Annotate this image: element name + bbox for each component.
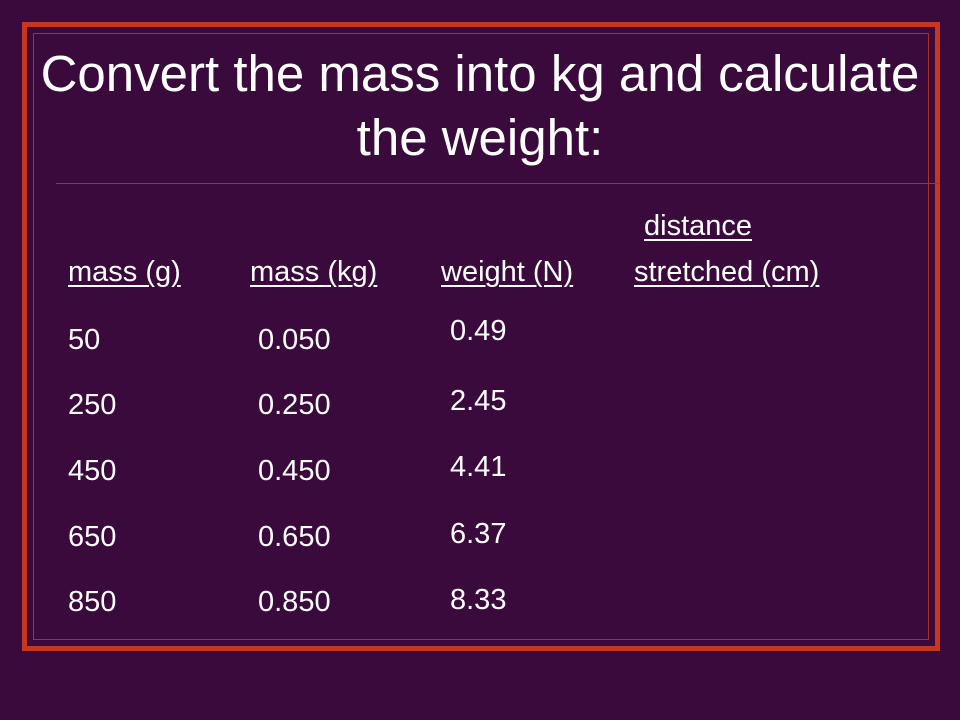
slide-frame-inner <box>33 33 929 640</box>
title-divider <box>56 183 940 184</box>
header-distance-line2: stretched (cm) <box>634 256 820 288</box>
cell-mass-kg: 0.850 <box>258 586 331 618</box>
header-mass-kg: mass (kg) <box>250 256 378 288</box>
cell-mass-kg: 0.650 <box>258 521 331 553</box>
cell-mass-kg: 0.050 <box>258 324 331 356</box>
cell-weight-n: 0.49 <box>450 315 507 347</box>
cell-mass-kg: 0.450 <box>258 455 331 487</box>
cell-mass-g: 650 <box>68 521 117 553</box>
cell-mass-g: 450 <box>68 455 117 487</box>
cell-weight-n: 4.41 <box>450 451 507 483</box>
header-weight-n: weight (N) <box>441 256 574 288</box>
slide-frame-outer <box>22 22 940 651</box>
cell-weight-n: 8.33 <box>450 584 507 616</box>
header-mass-g: mass (g) <box>68 256 181 288</box>
header-distance-line1: distance <box>644 210 753 242</box>
cell-mass-g: 250 <box>68 389 117 421</box>
cell-mass-g: 50 <box>68 324 101 356</box>
cell-weight-n: 6.37 <box>450 518 507 550</box>
slide-title: Convert the mass into kg and calculate t… <box>40 45 920 166</box>
cell-mass-kg: 0.250 <box>258 389 331 421</box>
cell-weight-n: 2.45 <box>450 385 507 417</box>
cell-mass-g: 850 <box>68 586 117 618</box>
